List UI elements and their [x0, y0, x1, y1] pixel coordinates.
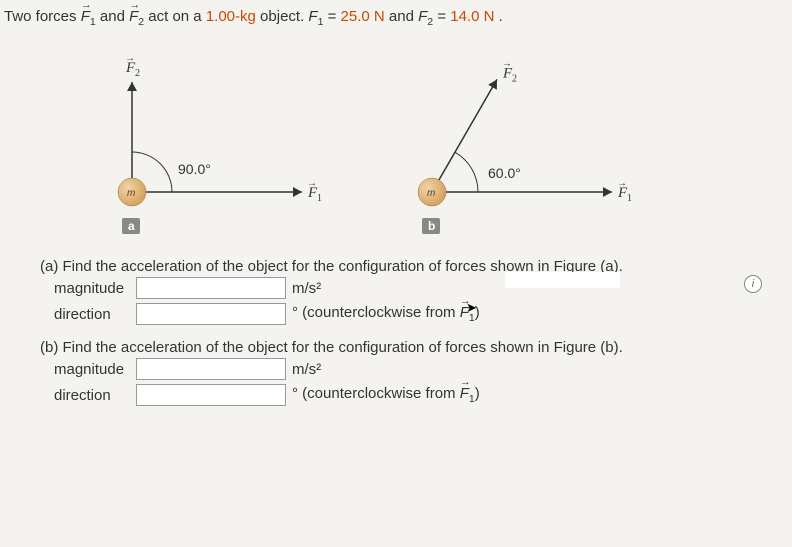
direction-label: direction [54, 387, 130, 404]
svg-text:1: 1 [317, 193, 322, 204]
part-a-magnitude-input[interactable] [136, 277, 286, 299]
sub: 2 [138, 16, 144, 28]
svg-text:90.0°: 90.0° [178, 161, 211, 177]
text: object. [260, 8, 308, 25]
vector-F2: F [129, 8, 138, 25]
text: act on a [148, 8, 206, 25]
part-a: (a) Find the acceleration of the object … [0, 252, 792, 333]
sub: 1 [318, 16, 324, 28]
text: Two forces [4, 8, 81, 25]
unit: ° (counterclockwise from F1) [292, 385, 480, 405]
part-a-direction-input[interactable] [136, 303, 286, 325]
vector-F1: F [81, 8, 90, 25]
part-b-magnitude-row: magnitude m/s² [40, 356, 772, 382]
var: F [418, 8, 427, 25]
direction-label: direction [54, 306, 130, 323]
figure-a: F1→F2→90.0°ma [80, 42, 340, 242]
part-b-magnitude-input[interactable] [136, 358, 286, 380]
part-b: (b) Find the acceleration of the object … [0, 333, 792, 414]
unit: m/s² [292, 361, 321, 378]
figures-row: F1→F2→90.0°ma F1→F2→60.0°mb [0, 32, 792, 252]
part-b-direction-input[interactable] [136, 384, 286, 406]
var: F [308, 8, 317, 25]
svg-text:→: → [125, 53, 135, 64]
unit: ° (counterclockwise from F1) [292, 304, 480, 324]
svg-text:60.0°: 60.0° [488, 165, 521, 181]
svg-text:2: 2 [135, 68, 140, 79]
text: and [389, 8, 418, 25]
sub: 2 [427, 16, 433, 28]
text: . [499, 8, 503, 25]
force1-value: 25.0 N [341, 8, 385, 25]
svg-text:a: a [128, 219, 135, 233]
svg-text:m: m [427, 188, 435, 199]
redaction-bar [505, 272, 620, 288]
svg-text:→: → [307, 178, 317, 189]
figure-b: F1→F2→60.0°mb [380, 42, 660, 242]
part-b-direction-row: direction ° (counterclockwise from F1) [40, 382, 772, 408]
text: = [328, 8, 341, 25]
magnitude-label: magnitude [54, 280, 130, 297]
svg-text:→: → [617, 178, 627, 189]
text: = [437, 8, 450, 25]
info-icon[interactable]: i [744, 275, 762, 293]
part-a-prompt: (a) Find the acceleration of the object … [40, 258, 772, 275]
force2-value: 14.0 N [450, 8, 494, 25]
svg-text:m: m [127, 188, 135, 199]
unit: m/s² [292, 280, 321, 297]
part-a-magnitude-row: magnitude m/s² [40, 275, 772, 301]
magnitude-label: magnitude [54, 361, 130, 378]
text: and [100, 8, 129, 25]
svg-text:2: 2 [512, 73, 517, 84]
sub: 1 [90, 16, 96, 28]
svg-text:b: b [428, 219, 435, 233]
mass-value: 1.00-kg [206, 8, 256, 25]
problem-statement: Two forces F1 and F2 act on a 1.00-kg ob… [0, 0, 792, 32]
svg-text:→: → [502, 58, 512, 69]
part-a-direction-row: direction ° (counterclockwise from F1) [40, 301, 772, 327]
part-b-prompt: (b) Find the acceleration of the object … [40, 339, 772, 356]
svg-text:1: 1 [627, 193, 632, 204]
